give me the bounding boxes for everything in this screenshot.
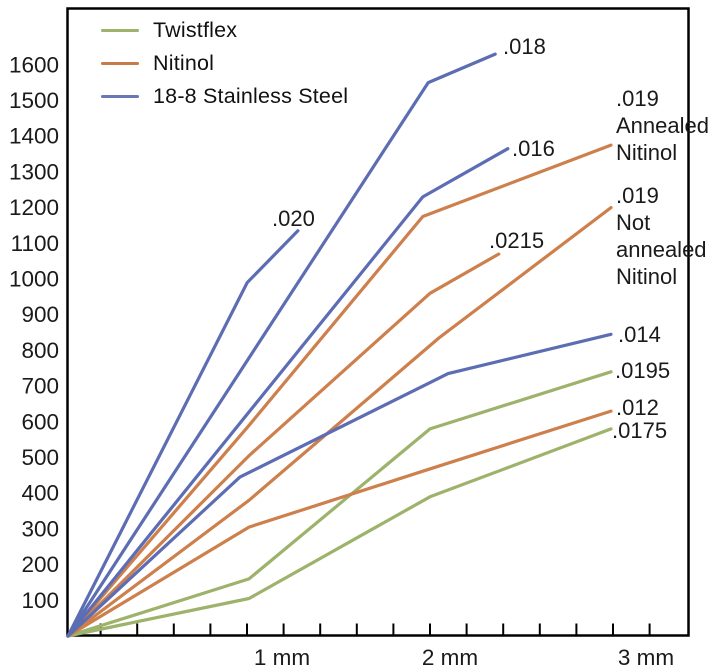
- series-label-nit-019-ann: Annealed: [616, 113, 709, 138]
- series-label-nit-019-ann: Nitinol: [616, 140, 677, 165]
- series-label-tw-0175: .0175: [612, 418, 667, 443]
- legend: Twistflex Nitinol 18-8 Stainless Steel: [101, 14, 348, 113]
- legend-item-nitinol: Nitinol: [101, 47, 348, 80]
- series-line-tw-0175: [66, 427, 613, 638]
- y-tick-label: 1200: [9, 195, 59, 220]
- y-tick-label: 1300: [9, 159, 59, 184]
- nitinol-line-swatch: [101, 62, 139, 65]
- x-tick-label: 1 mm: [254, 645, 310, 670]
- x-tick-label: 2 mm: [422, 645, 478, 670]
- y-tick-label: 1100: [11, 231, 59, 256]
- series-line-tw-0195: [66, 370, 613, 638]
- legend-item-twistflex: Twistflex: [101, 14, 348, 47]
- y-tick-label: 200: [21, 552, 59, 577]
- series-line-ss-016: [66, 147, 510, 638]
- y-tick-label: 1000: [9, 267, 59, 292]
- series-label-nit-019-not: .019: [616, 183, 659, 208]
- series-label-tw-0195: .0195: [615, 358, 670, 383]
- y-tick-label: 100: [21, 588, 59, 613]
- y-tick-label: 600: [21, 409, 59, 434]
- series-label-ss-020: .020: [272, 206, 315, 231]
- legend-label-stainless-steel: 18-8 Stainless Steel: [153, 84, 349, 108]
- series-label-nit-019-not: annealed: [616, 237, 707, 262]
- series-label-nit-019-not: Nitinol: [616, 264, 677, 289]
- x-tick-label: 3 mm: [618, 645, 674, 670]
- y-tick-label: 1400: [9, 124, 59, 149]
- legend-item-stainless-steel: 18-8 Stainless Steel: [101, 80, 348, 113]
- stainless-steel-line-swatch: [101, 95, 139, 98]
- series-label-ss-014: .014: [618, 322, 661, 347]
- series-label-nit-0215: .0215: [489, 228, 544, 253]
- plot-border: [66, 7, 690, 637]
- series-label-nit-019-not: Not: [616, 210, 650, 235]
- series-line-nit-019-not: [66, 206, 613, 638]
- series-line-nit-0215: [66, 252, 501, 638]
- y-tick-label: 1500: [9, 88, 59, 113]
- y-tick-label: 300: [21, 516, 59, 541]
- y-tick-label: 400: [21, 481, 59, 506]
- y-tick-label: 900: [21, 302, 59, 327]
- y-tick-label: 800: [21, 338, 59, 363]
- series-label-ss-018: .018: [503, 34, 546, 59]
- legend-label-nitinol: Nitinol: [153, 51, 215, 75]
- y-tick-label: 700: [21, 374, 59, 399]
- y-tick-label: 500: [21, 445, 59, 470]
- legend-label-twistflex: Twistflex: [153, 18, 238, 42]
- series-label-nit-019-ann: .019: [616, 86, 659, 111]
- series-line-ss-014: [66, 332, 613, 638]
- y-tick-label: 1600: [9, 52, 59, 77]
- series-label-ss-016: .016: [512, 136, 555, 161]
- twistflex-line-swatch: [101, 29, 139, 32]
- series-line-nit-019-ann: [66, 143, 613, 638]
- series-line-ss-018: [66, 52, 497, 638]
- series-line-nit-012: [66, 409, 613, 638]
- series-label-nit-012: .012: [616, 395, 659, 420]
- series-line-ss-020: [66, 229, 300, 638]
